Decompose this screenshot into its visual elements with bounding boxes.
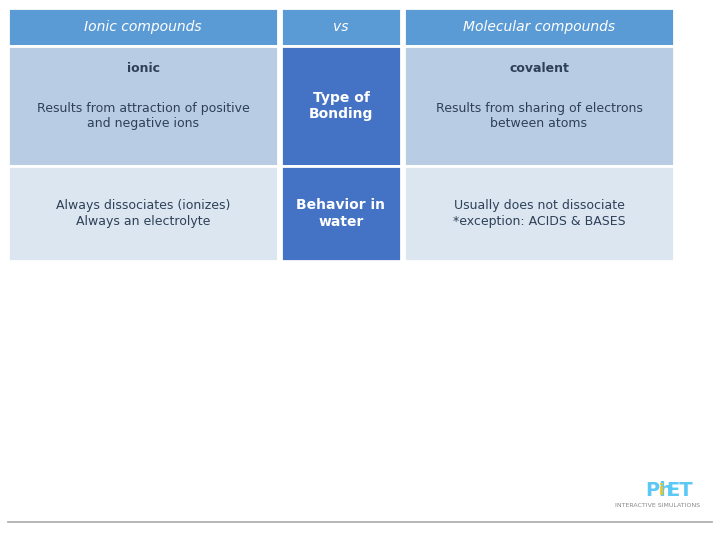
FancyBboxPatch shape	[8, 46, 278, 166]
Text: Results from sharing of electrons
between atoms: Results from sharing of electrons betwee…	[436, 102, 642, 130]
FancyBboxPatch shape	[404, 8, 674, 46]
FancyBboxPatch shape	[404, 166, 674, 261]
Text: i: i	[659, 483, 664, 498]
Text: Usually does not dissociate
*exception: ACIDS & BASES: Usually does not dissociate *exception: …	[453, 199, 625, 227]
Text: covalent: covalent	[509, 62, 569, 75]
FancyBboxPatch shape	[281, 166, 401, 261]
Text: Results from attraction of positive
and negative ions: Results from attraction of positive and …	[37, 102, 249, 130]
FancyBboxPatch shape	[404, 46, 674, 166]
Text: INTERACTIVE SIMULATIONS: INTERACTIVE SIMULATIONS	[615, 503, 700, 508]
Text: ET: ET	[666, 481, 693, 500]
FancyBboxPatch shape	[8, 166, 278, 261]
Text: Molecular compounds: Molecular compounds	[463, 20, 615, 34]
Text: ionic: ionic	[127, 62, 160, 75]
FancyBboxPatch shape	[281, 8, 401, 46]
Text: vs: vs	[333, 20, 348, 34]
FancyBboxPatch shape	[8, 8, 278, 46]
Text: Type of
Bonding: Type of Bonding	[309, 91, 373, 121]
Text: Ph: Ph	[645, 481, 673, 500]
Text: Ionic compounds: Ionic compounds	[84, 20, 202, 34]
Text: Behavior in
water: Behavior in water	[297, 198, 385, 228]
FancyBboxPatch shape	[281, 46, 401, 166]
Text: Always dissociates (ionizes)
Always an electrolyte: Always dissociates (ionizes) Always an e…	[56, 199, 230, 227]
